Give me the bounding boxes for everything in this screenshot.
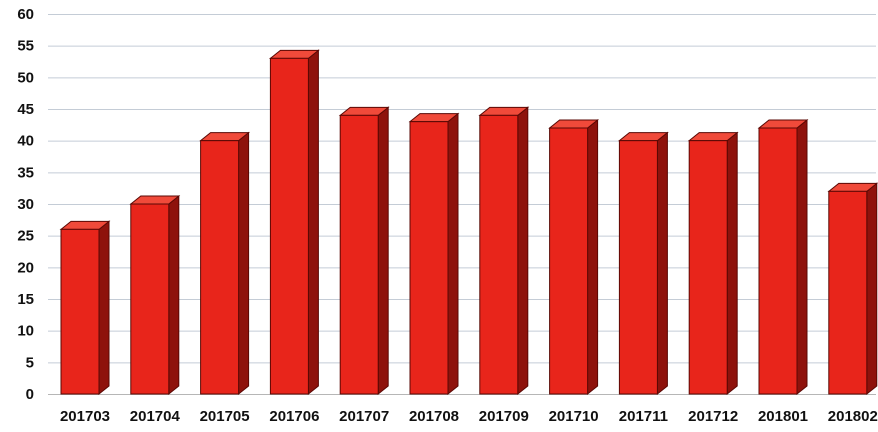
bar-side-face [866, 182, 878, 396]
y-tick-label: 0 [26, 386, 34, 403]
x-tick-label: 201703 [60, 408, 110, 425]
x-tick-label: 201709 [479, 408, 529, 425]
bar-side-face [447, 112, 459, 396]
bar-201710 [548, 118, 600, 396]
y-tick-label: 15 [17, 291, 34, 308]
x-tick-label: 201705 [200, 408, 250, 425]
bar-side-face [98, 220, 110, 396]
bar-side-face [517, 106, 529, 396]
bar-201706 [268, 49, 320, 396]
bar-side-face [168, 194, 180, 396]
bar-front-face [479, 114, 519, 395]
x-axis-tick-labels: 201703 201704 201705 201706 201707 201708 2017… [60, 408, 878, 425]
bar-201802 [827, 182, 878, 396]
y-tick-label: 55 [17, 38, 34, 55]
bar-201709 [478, 106, 530, 396]
y-axis-tick-labels: 0 5 10 15 20 25 30 35 40 45 50 55 60 [17, 6, 34, 403]
bar-201704 [129, 194, 181, 396]
bar-side-face [796, 118, 808, 396]
bars [59, 49, 878, 396]
x-tick-label: 201707 [339, 408, 389, 425]
bar-201705 [199, 131, 251, 396]
bar-201703 [59, 220, 111, 396]
bar-side-face [726, 131, 738, 396]
x-tick-label: 201704 [130, 408, 181, 425]
y-tick-label: 50 [17, 69, 34, 86]
bar-front-face [549, 127, 589, 395]
bar-201712 [687, 131, 739, 396]
y-tick-label: 45 [17, 101, 34, 118]
y-tick-label: 35 [17, 164, 34, 181]
x-tick-label: 201801 [758, 408, 808, 425]
y-tick-label: 10 [17, 323, 34, 340]
bar-side-face [377, 106, 389, 396]
bar-front-face [758, 127, 798, 395]
x-tick-label: 201711 [619, 408, 668, 425]
bar-side-face [587, 118, 599, 396]
x-tick-label: 201802 [828, 408, 878, 425]
x-tick-label: 201710 [549, 408, 599, 425]
y-tick-label: 40 [17, 133, 34, 150]
bar-front-face [130, 203, 170, 395]
bar-front-face [200, 140, 240, 395]
bar-side-face [307, 49, 319, 396]
bar-201708 [408, 112, 460, 396]
bar-front-face [339, 114, 379, 395]
bar-201801 [757, 118, 809, 396]
bar-201707 [338, 106, 390, 396]
y-tick-label: 60 [17, 6, 34, 23]
x-tick-label: 201708 [409, 408, 459, 425]
y-tick-label: 25 [17, 228, 34, 245]
y-tick-label: 30 [17, 196, 34, 213]
bar-front-face [618, 140, 658, 395]
y-tick-label: 5 [26, 354, 34, 371]
y-tick-label: 20 [17, 259, 34, 276]
x-tick-label: 201712 [688, 408, 738, 425]
bar-front-face [828, 190, 868, 395]
x-tick-label: 201706 [269, 408, 319, 425]
bar-201711 [617, 131, 669, 396]
bar-front-face [60, 228, 100, 395]
bar-front-face [688, 140, 728, 395]
bar-side-face [238, 131, 250, 396]
gridlines [48, 14, 876, 395]
bar-front-face [409, 121, 449, 395]
bar-front-face [269, 57, 309, 395]
bar-side-face [656, 131, 668, 396]
